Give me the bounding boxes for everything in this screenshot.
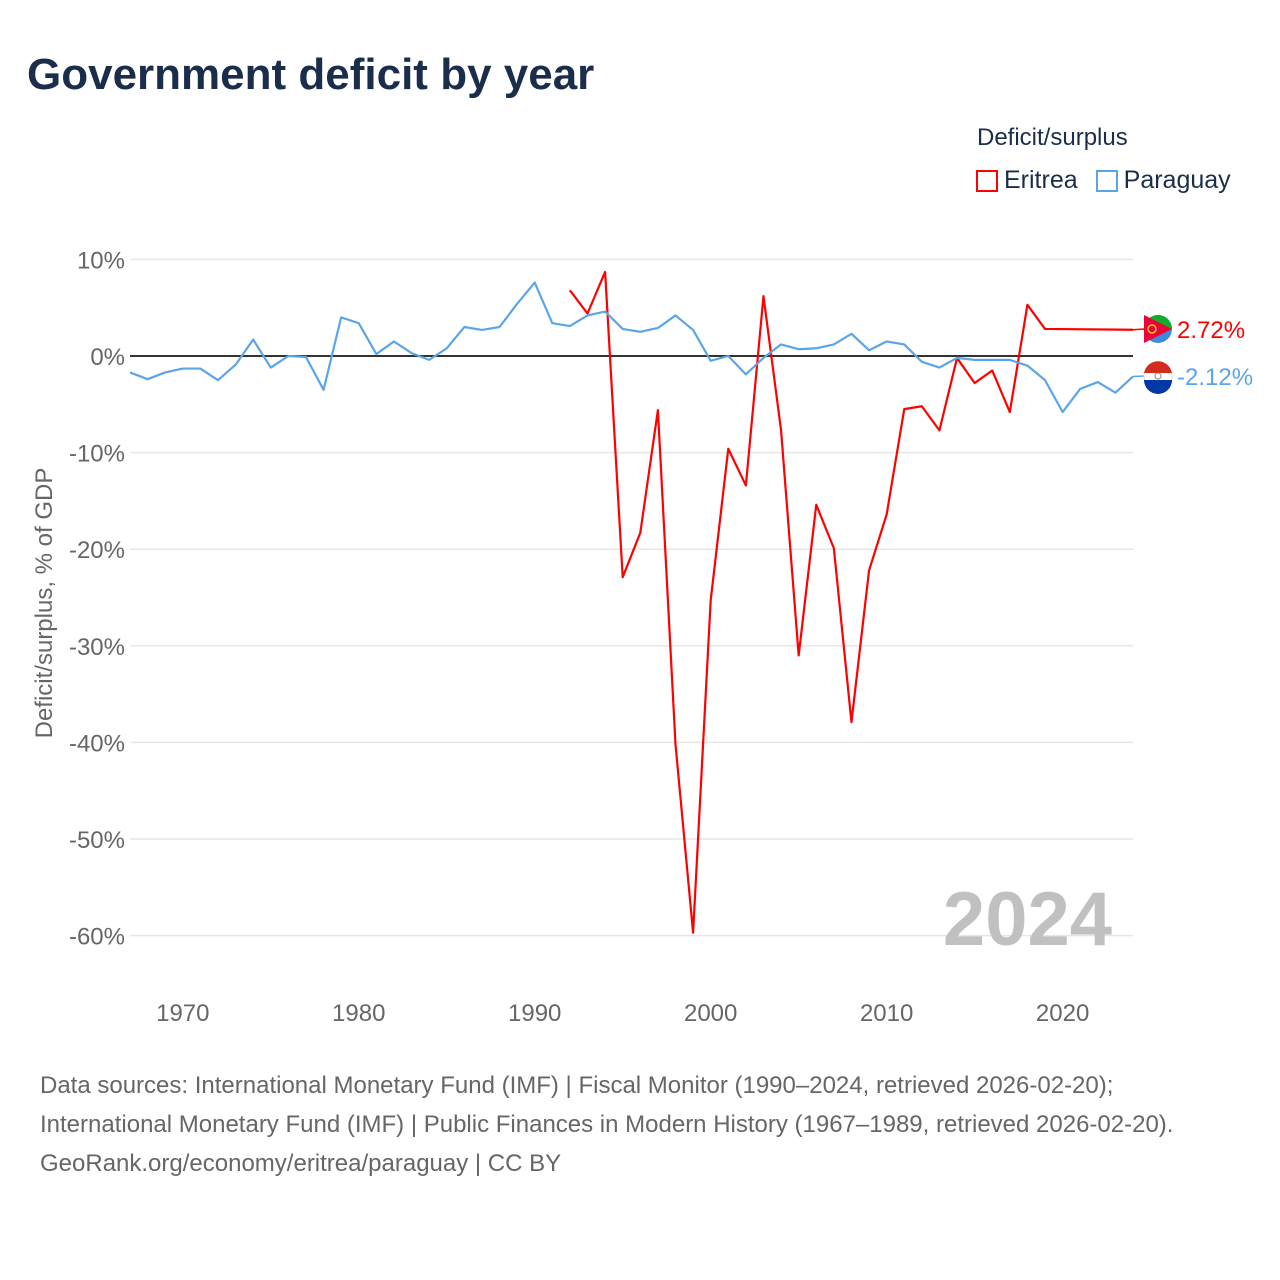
flag-red	[1144, 361, 1172, 373]
legend-swatch-eritrea	[976, 169, 998, 192]
eritrea-flag-icon	[1144, 315, 1172, 343]
legend-title: Deficit/surplus	[977, 124, 1128, 151]
flag-red	[1144, 315, 1172, 343]
y-tick-label: -30%	[69, 634, 125, 661]
y-tick-label: 0%	[90, 344, 125, 371]
y-tick-label: 10%	[77, 247, 125, 274]
paraguay-flag-icon	[1143, 361, 1173, 394]
legend-swatch-paraguay	[1095, 169, 1118, 192]
credit-link[interactable]: GeoRank.org/economy/eritrea/paraguay | C…	[40, 1150, 562, 1177]
data-sources: Data sources: International Monetary Fun…	[40, 1072, 1174, 1138]
y-tick-label: -10%	[69, 441, 125, 468]
legend-label: Eritrea	[1004, 166, 1078, 194]
x-tick-label: 1970	[156, 1000, 209, 1027]
flag-emblem	[1154, 372, 1162, 380]
y-tick-label: -40%	[69, 730, 125, 757]
end-value-label: 2.72%	[1177, 317, 1245, 344]
legend-label: Paraguay	[1123, 166, 1231, 194]
y-tick-label: -50%	[69, 827, 125, 854]
y-tick-label: -60%	[69, 924, 125, 951]
line-chart: 10% 0% -10% -20% -30% -40% -50% -60% 1970 1980 199…	[31, 247, 1253, 1027]
footer: Data sources: International Monetary Fun…	[40, 1066, 1240, 1183]
year-watermark: 2024	[943, 877, 1112, 962]
legend-item-paraguay[interactable]: Paraguay	[1095, 166, 1231, 195]
legend: Eritrea Paraguay	[976, 166, 1231, 195]
x-tick-label: 1990	[508, 1000, 561, 1027]
x-tick-label: 2010	[860, 1000, 913, 1027]
flag-blue	[1144, 380, 1172, 394]
x-tick-label: 2020	[1036, 1000, 1089, 1027]
x-tick-label: 2000	[684, 1000, 737, 1027]
flag-emblem	[1147, 324, 1157, 334]
end-value-label: -2.12%	[1177, 364, 1253, 391]
y-axis-label: Deficit/surplus, % of GDP	[31, 468, 58, 739]
series-line-eritrea	[569, 270, 1134, 934]
y-tick-label: -20%	[69, 537, 125, 564]
series-line-paraguay	[129, 281, 1134, 414]
x-tick-label: 1980	[332, 1000, 385, 1027]
chart-title: Government deficit by year	[27, 50, 595, 99]
legend-item-eritrea[interactable]: Eritrea	[976, 166, 1078, 195]
end-connector	[1132, 328, 1146, 331]
